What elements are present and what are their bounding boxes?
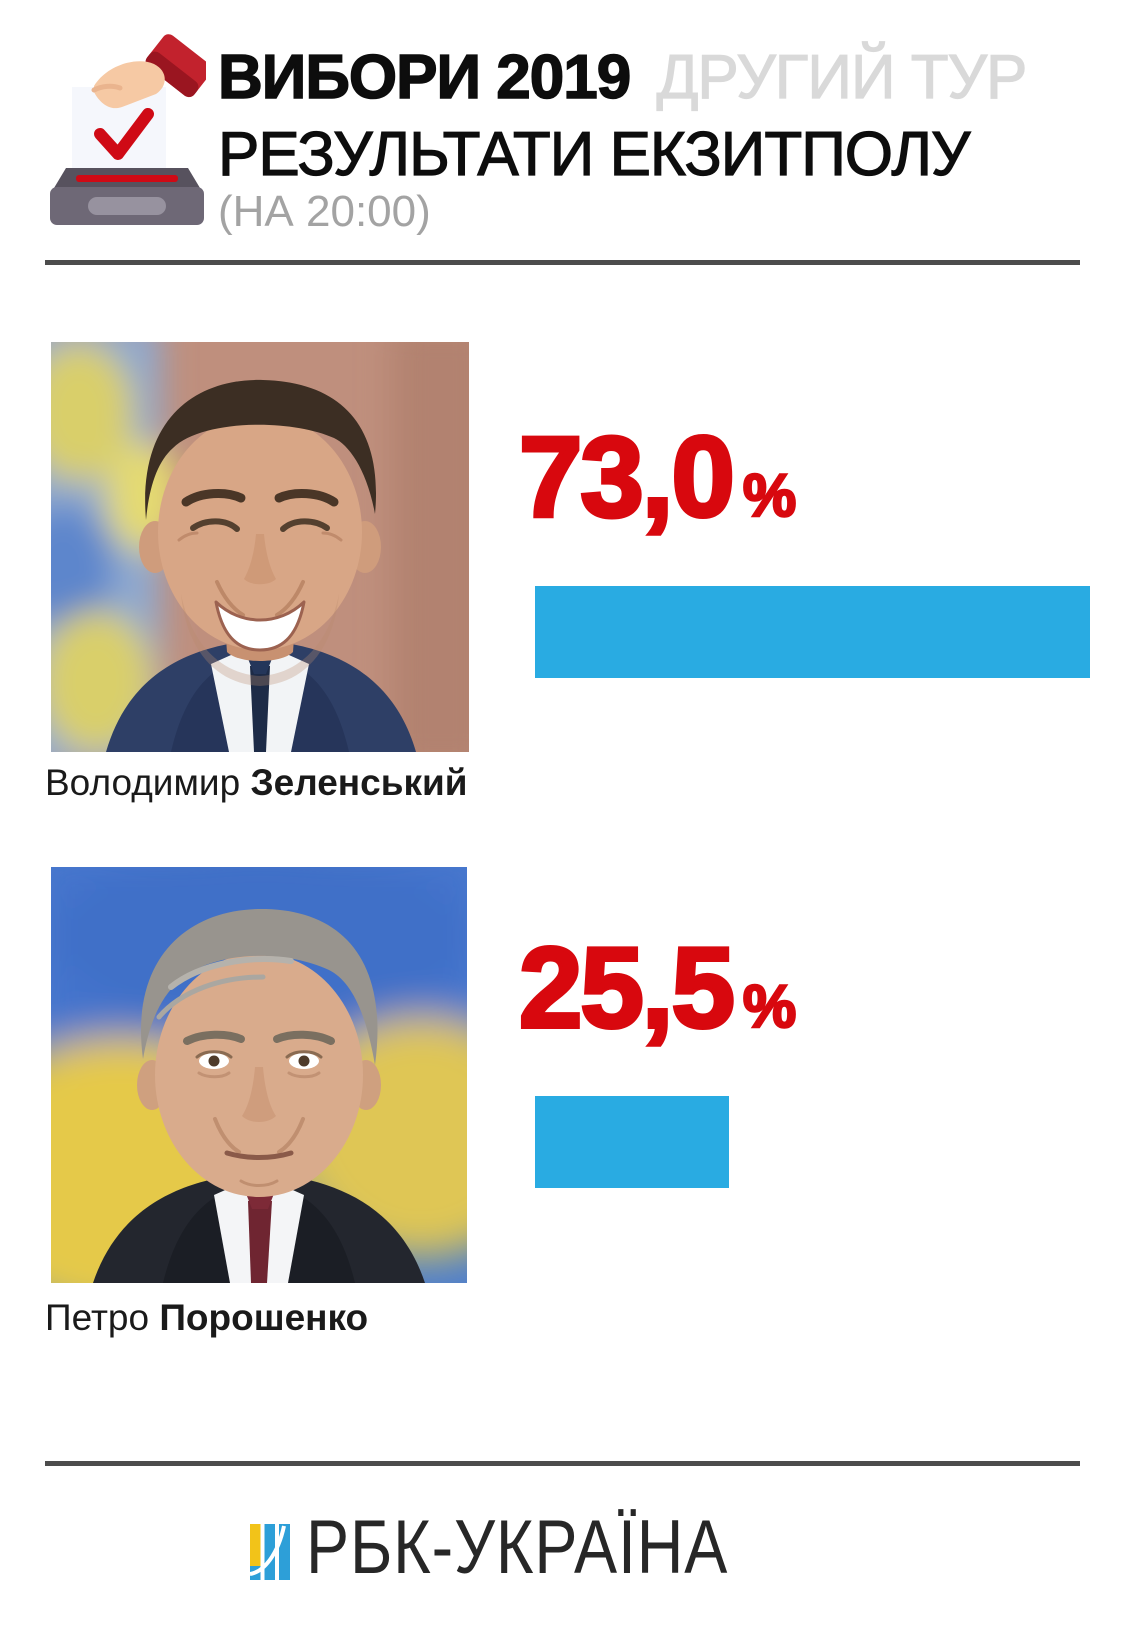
last-name: Зеленський	[250, 762, 468, 803]
last-name: Порошенко	[159, 1297, 369, 1338]
zelensky-name: Володимир Зеленський	[45, 764, 467, 801]
first-name: Петро	[45, 1297, 150, 1338]
poroshenko-result-bar	[535, 1096, 729, 1188]
poroshenko-percent-number: 25,5	[517, 925, 737, 1052]
zelensky-percent-number: 73,0	[517, 414, 737, 541]
first-name: Володимир	[45, 762, 241, 803]
page-subtitle: РЕЗУЛЬТАТИ ЕКЗИТПОЛУ	[217, 120, 971, 189]
zelensky-photo	[51, 342, 469, 752]
title-bold: ВИБОРИ 2019	[217, 43, 632, 112]
rbc-logo-text: РБК-УКРАЇНА	[306, 1505, 729, 1590]
percent-sign: %	[742, 462, 798, 529]
time-note: (НА 20:00)	[218, 187, 431, 236]
poroshenko-name: Петро Порошенко	[45, 1299, 368, 1336]
title-light: ДРУГИЙ ТУР	[656, 43, 1028, 112]
ballot-box-icon	[48, 30, 212, 226]
zelensky-result-bar	[535, 586, 1090, 678]
percent-sign: %	[742, 973, 798, 1040]
page-title: ВИБОРИ 2019 ДРУГИЙ ТУР	[217, 46, 1028, 110]
rbc-logo-icon	[249, 1524, 290, 1580]
header-divider	[45, 260, 1080, 265]
poroshenko-percent: 25,5%	[517, 930, 798, 1048]
zelensky-percent: 73,0%	[517, 419, 798, 537]
poroshenko-photo	[51, 867, 467, 1283]
footer-divider	[45, 1461, 1080, 1466]
